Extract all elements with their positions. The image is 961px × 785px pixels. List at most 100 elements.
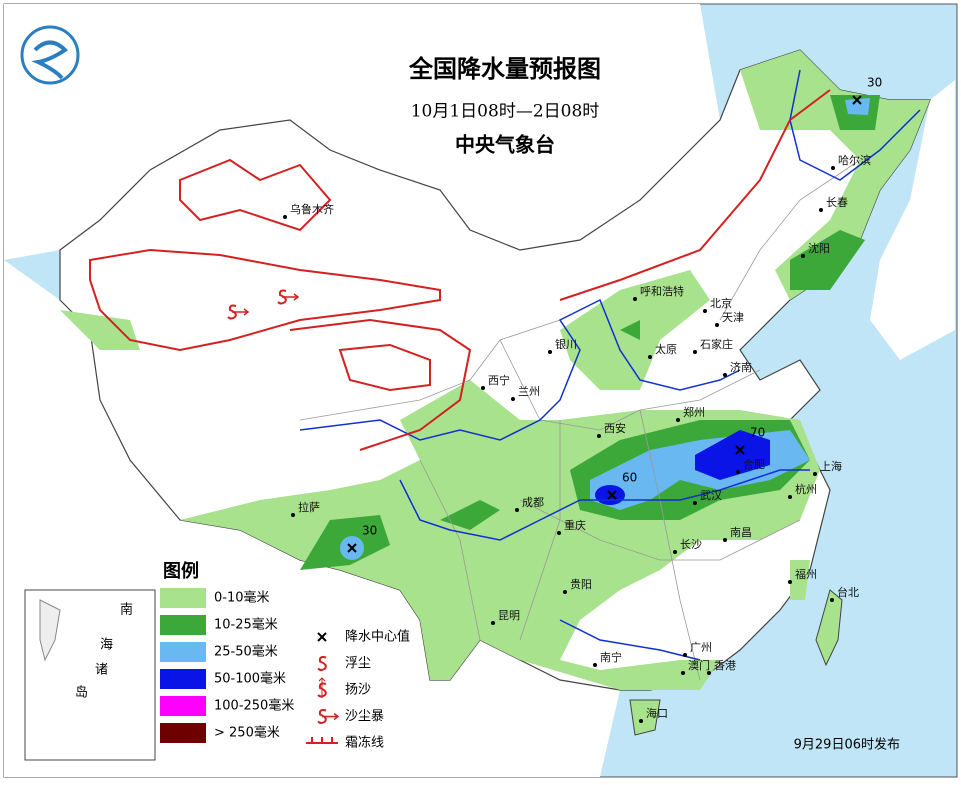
neighbor-land	[4, 4, 720, 260]
city-label: 长沙	[680, 538, 702, 551]
issuer: 中央气象台	[455, 133, 555, 157]
city-dot	[723, 373, 727, 377]
city-dot	[831, 166, 835, 170]
legend-symbol	[317, 656, 327, 671]
legend-swatch	[160, 642, 206, 662]
city-dot	[813, 472, 817, 476]
city-dot	[563, 590, 567, 594]
city-label: 石家庄	[700, 337, 733, 351]
city-label: 西安	[604, 421, 626, 435]
dust-arrow	[232, 308, 250, 316]
city-label: 西宁	[488, 373, 510, 387]
city-dot	[639, 719, 643, 723]
city-label: 沈阳	[808, 241, 830, 255]
city-label: 成都	[522, 496, 544, 509]
dust-symbol	[277, 289, 287, 305]
city-dot	[648, 355, 652, 359]
city-label: 上海	[820, 459, 842, 473]
city-label: 乌鲁木齐	[290, 202, 334, 216]
city-dot	[511, 397, 515, 401]
city-dot	[515, 508, 519, 512]
legend-label: 25-50毫米	[214, 644, 278, 660]
center-marker	[735, 445, 745, 455]
city-dot	[481, 386, 485, 390]
dust-symbol	[227, 304, 237, 320]
city-label: 海口	[646, 706, 668, 720]
legend-label: 0-10毫米	[214, 590, 270, 606]
city-label: 台北	[837, 585, 859, 599]
legend-swatch	[160, 696, 206, 716]
footer: 9月29日06时发布	[794, 737, 900, 753]
city-dot	[703, 309, 707, 313]
center-marker	[607, 490, 617, 500]
city-label: 重庆	[564, 518, 586, 532]
inset-label: 海	[100, 638, 113, 653]
rain-10-25-small	[845, 98, 870, 115]
city-dot	[788, 580, 792, 584]
city-dot	[830, 598, 834, 602]
city-label: 拉萨	[298, 500, 320, 514]
legend-symbol-label: 降水中心值	[345, 629, 410, 645]
city-label: 南宁	[600, 650, 622, 664]
inset-label: 南	[120, 602, 133, 618]
legend-symbol-label: 浮尘	[345, 656, 371, 671]
city-dot	[676, 418, 680, 422]
logo	[20, 25, 80, 85]
legend-symbol	[318, 677, 326, 698]
city-label: 南昌	[730, 526, 752, 539]
city-label: 银川	[555, 337, 577, 351]
center-value: 60	[622, 471, 637, 485]
city-label: 武汉	[700, 489, 722, 502]
city-label: 澳门	[688, 658, 710, 672]
city-dot	[715, 323, 719, 327]
city-label: 合肥	[743, 457, 765, 471]
city-label: 贵阳	[570, 578, 592, 591]
logo-mark	[31, 40, 69, 80]
province-borders	[299, 159, 861, 681]
city-label: 呼和浩特	[640, 284, 684, 298]
city-dot	[693, 501, 697, 505]
city-dot	[736, 470, 740, 474]
legend-label: 10-25毫米	[214, 617, 278, 633]
city-label: 香港	[714, 659, 736, 672]
legend-symbol	[322, 712, 340, 721]
city-dot	[283, 215, 287, 219]
legend-label: 100-250毫米	[214, 698, 294, 714]
legend-swatch	[160, 588, 206, 608]
city-label: 天津	[722, 311, 744, 324]
center-value: 30	[362, 524, 377, 538]
city-dot	[788, 495, 792, 499]
city-dot	[291, 513, 295, 517]
neighbor-land	[4, 260, 620, 777]
city-label: 哈尔滨	[838, 153, 871, 167]
city-label: 兰州	[518, 385, 540, 398]
legend-swatch	[160, 615, 206, 635]
dust-arrow	[282, 293, 300, 301]
city-dot	[683, 653, 687, 657]
city-dot	[597, 434, 601, 438]
title: 全国降水量预报图	[408, 55, 601, 83]
taiwan	[815, 589, 843, 667]
legend-label: 50-100毫米	[214, 671, 286, 687]
city-dot	[593, 663, 597, 667]
rivers	[299, 69, 921, 661]
city-dot	[633, 297, 637, 301]
neighbor-land	[870, 80, 955, 360]
city-label: 北京	[710, 296, 732, 310]
city-dot	[681, 671, 685, 675]
legend-symbol-label: 扬沙	[345, 683, 371, 698]
hainan	[629, 699, 661, 736]
city-label: 广州	[690, 641, 712, 654]
city-label: 太原	[655, 343, 677, 356]
legend-swatch	[160, 669, 206, 689]
city-dot	[707, 671, 711, 675]
city-dot	[557, 531, 561, 535]
inset-coast	[39, 599, 61, 662]
city-label: 杭州	[795, 482, 817, 496]
center-value: 70	[750, 426, 765, 440]
city-dot	[723, 538, 727, 542]
city-label: 长春	[826, 196, 848, 209]
city-dot	[673, 550, 677, 554]
city-dot	[693, 350, 697, 354]
